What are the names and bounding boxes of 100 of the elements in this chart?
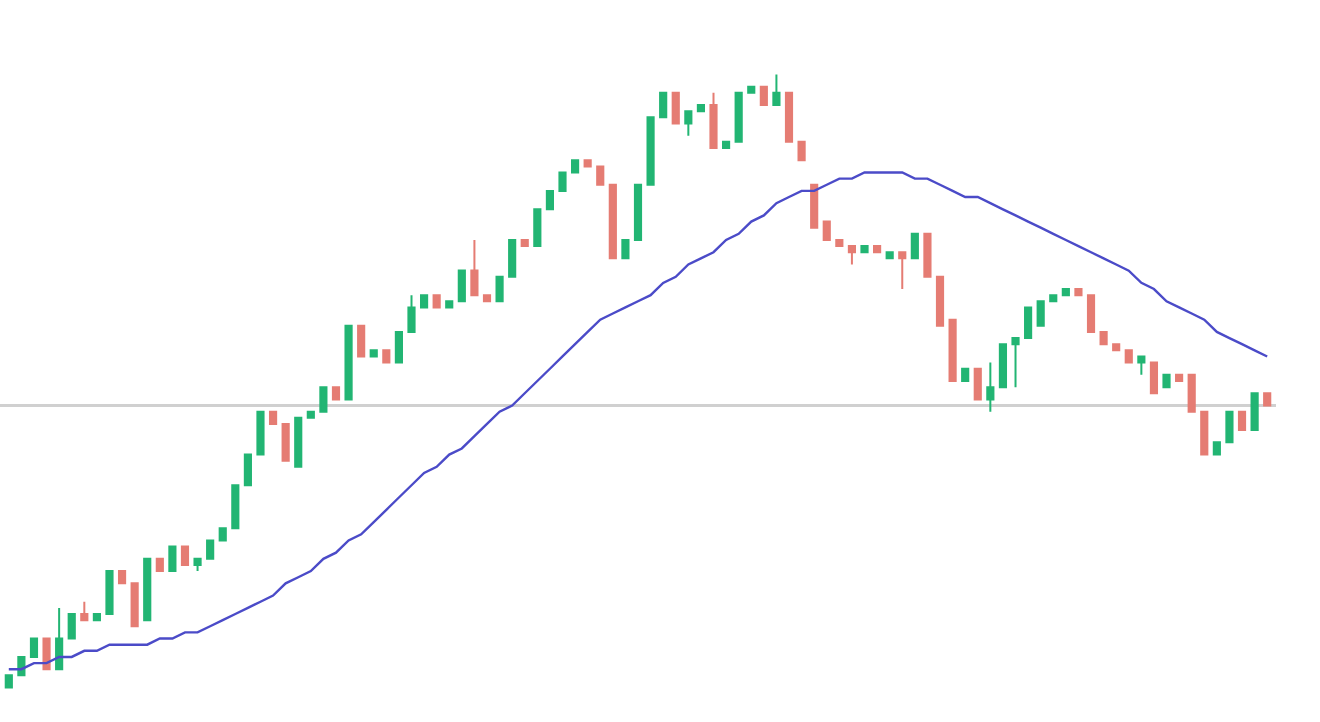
candlestick: [734, 91, 743, 143]
candlestick: [155, 557, 164, 573]
candlestick: [973, 367, 982, 401]
candlestick: [1112, 343, 1121, 352]
candlestick: [1212, 441, 1221, 456]
candlestick: [369, 349, 378, 358]
candlestick: [986, 361, 995, 413]
candlestick: [659, 91, 668, 119]
candlestick: [709, 91, 718, 149]
candlestick: [432, 294, 441, 309]
candlestick: [482, 294, 492, 303]
candlestick: [1237, 410, 1247, 432]
candlestick: [143, 557, 152, 622]
candlestick: [772, 73, 781, 107]
candlestick: [873, 245, 882, 254]
candlestick: [684, 110, 693, 137]
candlestick: [1061, 288, 1070, 297]
candlestick: [168, 545, 177, 573]
candlestick: [935, 275, 945, 327]
candlestick: [571, 159, 580, 174]
candlestick: [1124, 349, 1133, 364]
candlestick: [621, 238, 630, 260]
candlestick: [206, 539, 215, 560]
candlestick: [847, 245, 856, 266]
candlestick: [256, 410, 265, 456]
candlestick: [92, 613, 101, 622]
candlestick: [1225, 410, 1234, 444]
candlestick: [608, 183, 617, 260]
candlestick: [407, 294, 416, 333]
candlestick: [596, 165, 605, 186]
candlestick: [747, 85, 756, 94]
candlestick: [1175, 373, 1184, 382]
candlestick: [80, 600, 89, 622]
candlestick: [243, 453, 252, 487]
candlestick: [294, 416, 303, 468]
candlestick: [105, 570, 114, 616]
candlestick: [948, 318, 957, 382]
candlestick: [822, 220, 831, 241]
candlestick: [29, 637, 39, 658]
candlestick: [268, 410, 278, 425]
candlestick: [319, 386, 328, 413]
candlestick: [646, 116, 655, 186]
candlestick: [344, 324, 353, 401]
candlestick: [784, 91, 794, 143]
candlestick: [180, 545, 190, 566]
candlestick: [722, 140, 731, 149]
candlestick: [633, 183, 643, 241]
candlestick: [533, 208, 542, 248]
candlestick: [42, 637, 51, 671]
candlestick: [545, 189, 554, 211]
candlestick: [1074, 288, 1083, 297]
candlestick: [394, 330, 403, 364]
candlestick: [1250, 392, 1259, 432]
candlestick: [759, 85, 768, 107]
candlestick: [495, 275, 504, 303]
candlestick: [558, 171, 567, 192]
candlestick: [331, 386, 341, 401]
candlestick: [281, 422, 290, 462]
candlestick: [4, 674, 13, 689]
candlestick: [998, 343, 1008, 389]
candlestick: [382, 349, 391, 364]
candlestick: [810, 183, 819, 229]
candlestick: [1187, 373, 1196, 413]
candlestick: [835, 238, 844, 248]
candlestick: [1263, 392, 1272, 407]
candlestick: [520, 238, 529, 248]
candlestick: [1024, 306, 1033, 340]
candlestick: [1099, 330, 1108, 346]
candlestick: [696, 104, 705, 113]
candlestick: [1137, 355, 1146, 376]
candlestick: [860, 245, 869, 254]
candlestick: [357, 324, 366, 358]
candlestick: [1049, 294, 1058, 303]
candlestick: [1036, 300, 1045, 327]
candlestick: [117, 570, 127, 585]
candlestick: [193, 557, 202, 573]
candlestick: [1200, 410, 1209, 456]
candlestick: [218, 527, 227, 542]
candlestick: [445, 300, 454, 309]
candlestick: [231, 484, 240, 530]
candlestick: [923, 232, 932, 278]
candlestick: [306, 410, 315, 419]
candlestick: [910, 232, 919, 260]
candlestick: [130, 582, 139, 628]
candlestick: [885, 251, 894, 260]
candlestick: [508, 238, 517, 278]
candlestick: [55, 606, 64, 671]
candlestick: [671, 91, 680, 125]
candlestick: [67, 613, 76, 640]
candlestick: [1086, 294, 1096, 333]
candlestick: [457, 269, 466, 303]
candlestick: [470, 238, 479, 297]
candlestick: [898, 251, 907, 291]
candlestick: [583, 159, 592, 168]
candlestick: [1162, 373, 1171, 389]
candlestick: [1011, 337, 1020, 389]
candlestick: [420, 294, 429, 309]
candlestick: [1149, 361, 1159, 395]
candlestick: [797, 140, 806, 162]
candlestick: [961, 367, 970, 382]
